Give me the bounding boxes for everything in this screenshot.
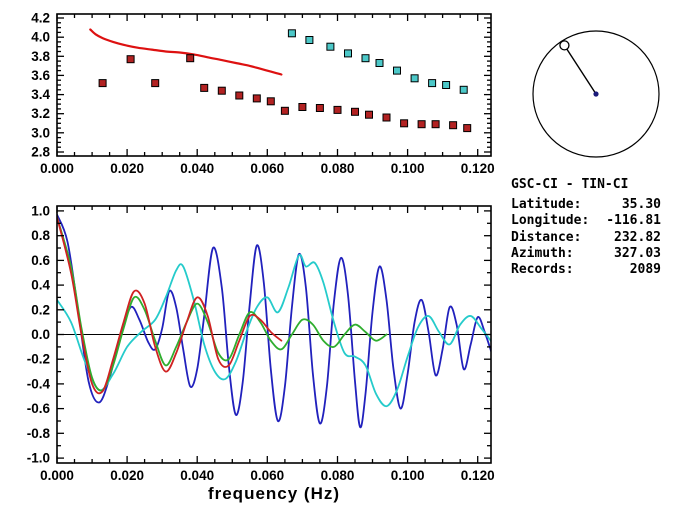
x-tick-label: 0.020	[110, 161, 144, 176]
x-tick-label: 0.080	[321, 468, 355, 483]
y-tick-label: 0.8	[31, 228, 50, 243]
y-tick-label: 0.4	[31, 278, 50, 293]
x-tick-label: 0.040	[180, 468, 214, 483]
station-dispersion-points-point	[463, 124, 472, 133]
x-tick-label: 0.000	[40, 161, 74, 176]
cluster-dispersion-points-point	[410, 74, 419, 83]
info-row-latitude: Latitude: 35.30	[511, 197, 661, 213]
plot-frame	[56, 13, 492, 157]
cluster-dispersion-points-point	[442, 81, 451, 89]
cluster-dispersion-points-point	[287, 29, 296, 38]
cluster-dispersion-points-point	[428, 79, 437, 88]
y-tick-label: -0.4	[27, 376, 51, 391]
cluster-dispersion-points-point	[459, 85, 468, 94]
waveform-chart: 0.000 0.020 0.040 0.060 0.080 0.100 0.120 -1.0 -…	[27, 203, 495, 483]
info-row-longitude: Longitude: -116.81	[511, 213, 661, 229]
x-tick-label: 0.060	[250, 161, 284, 176]
cluster-dispersion-points-point	[361, 54, 370, 63]
azimuth-ring	[532, 30, 660, 158]
y-tick-label: 0.0	[31, 327, 50, 342]
station-dispersion-points-point	[200, 83, 209, 92]
x-tick-label: 0.020	[110, 468, 144, 483]
x-tick-label: 0.120	[461, 161, 495, 176]
y-tick-label: 3.2	[31, 106, 50, 121]
cluster-dispersion-points-point	[326, 42, 335, 51]
x-tick-label: 0.080	[321, 161, 355, 176]
station-dispersion-points-point	[333, 105, 342, 114]
cluster-dispersion-points-point	[344, 49, 352, 58]
azimuth-value: 327.03	[614, 245, 661, 261]
azimuth-compass	[532, 30, 660, 158]
y-tick-label: 0.6	[31, 253, 50, 268]
azimuth-pointer	[563, 44, 597, 95]
station-dispersion-points-point	[449, 121, 458, 130]
waveform-green	[57, 216, 388, 392]
x-axis-title: frequency (Hz)	[207, 484, 341, 503]
distance-label: Distance:	[511, 229, 582, 245]
records-value: 2089	[629, 262, 661, 278]
distance-value: 232.82	[614, 229, 661, 245]
x-tick-label: 0.120	[461, 468, 495, 483]
y-tick-label: -0.2	[27, 352, 50, 367]
dispersion-chart: 0.000 0.020 0.040 0.060 0.080 0.100 0.120 2.8 3.…	[31, 11, 495, 177]
waveform-cyan	[57, 253, 491, 408]
station-dispersion-points-point	[217, 86, 226, 95]
x-tick-label: 0.000	[40, 468, 74, 483]
y-tick-label: 2.8	[31, 145, 50, 160]
remote-station-marker	[559, 40, 570, 51]
station-dispersion-points-point	[252, 94, 261, 103]
info-row-records: Records: 2089	[511, 262, 661, 278]
station-dispersion-points-point	[351, 107, 359, 116]
cluster-dispersion-points-point	[393, 66, 401, 75]
waveform-blue	[57, 213, 491, 429]
station-pair-title: GSC-CI - TIN-CI	[511, 177, 629, 192]
station-dispersion-points-point	[298, 103, 307, 111]
station-dispersion-points-point	[186, 54, 195, 63]
station-dispersion-points-point	[365, 110, 373, 119]
station-dispersion-points-point	[235, 91, 244, 100]
info-row-distance: Distance: 232.82	[511, 230, 661, 246]
y-tick-label: 4.2	[31, 11, 50, 26]
cluster-dispersion-points-point	[305, 36, 314, 44]
x-tick-label: 0.060	[250, 468, 284, 483]
longitude-value: -116.81	[606, 213, 661, 229]
waveform-red	[57, 216, 283, 395]
x-tick-label: 0.100	[391, 468, 425, 483]
y-tick-label: -1.0	[27, 451, 50, 466]
y-tick-label: 3.8	[31, 49, 50, 64]
cluster-dispersion-points-point	[375, 59, 384, 67]
y-tick-label: -0.6	[27, 401, 51, 416]
station-dispersion-points-point	[98, 79, 107, 88]
x-tick-label: 0.040	[180, 161, 214, 176]
station-info-panel: GSC-CI - TIN-CI Latitude: 35.30 Longitud…	[511, 177, 661, 278]
latitude-label: Latitude:	[511, 197, 582, 213]
station-dispersion-points-point	[280, 106, 289, 115]
station-dispersion-points-point	[151, 79, 160, 88]
y-tick-label: 3.4	[31, 87, 50, 102]
longitude-label: Longitude:	[511, 213, 590, 229]
azimuth-label: Azimuth:	[511, 245, 574, 261]
y-tick-label: 0.2	[31, 302, 50, 317]
y-tick-label: 4.0	[31, 30, 50, 45]
reference-dispersion-curve	[89, 28, 283, 76]
y-tick-label: -0.8	[27, 426, 51, 441]
station-dispersion-points-point	[417, 120, 426, 129]
center-station-dot	[593, 91, 599, 97]
y-tick-label: 3.6	[31, 68, 50, 83]
station-dispersion-points-point	[382, 113, 391, 122]
y-tick-label: 3.0	[31, 125, 50, 140]
y-tick-label: 1.0	[31, 203, 50, 218]
station-dispersion-points-point	[400, 119, 409, 128]
station-dispersion-points-point	[126, 55, 135, 64]
station-dispersion-points-point	[431, 120, 440, 129]
station-dispersion-points-point	[315, 104, 324, 112]
latitude-value: 35.30	[621, 197, 661, 213]
station-dispersion-points-point	[266, 97, 275, 106]
records-label: Records:	[511, 262, 574, 278]
info-row-azimuth: Azimuth: 327.03	[511, 246, 661, 262]
x-tick-label: 0.100	[391, 161, 425, 176]
